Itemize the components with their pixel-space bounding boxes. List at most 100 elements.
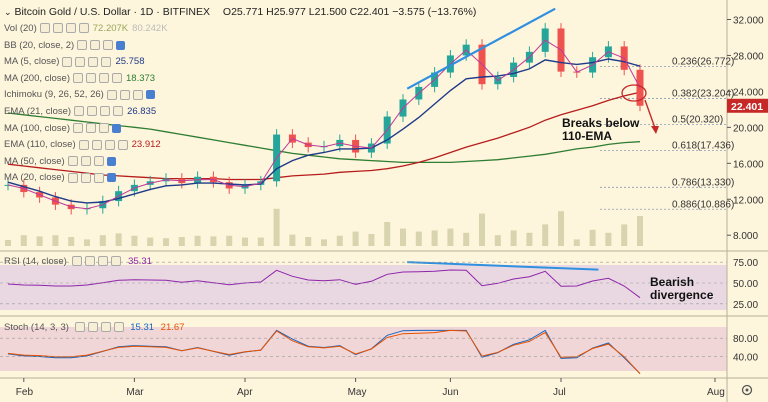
time-tick-label: Apr [237, 387, 253, 398]
indicator-visibility-icon[interactable] [67, 172, 78, 183]
rsi-pane [7, 261, 641, 299]
indicator-visibility-icon[interactable] [77, 40, 88, 51]
indicator-close-icon[interactable] [99, 73, 109, 84]
indicator-close-icon[interactable] [100, 106, 111, 117]
volume-bar [558, 211, 564, 246]
indicator-visibility-icon[interactable] [78, 139, 89, 150]
indicator-close-icon[interactable] [99, 123, 109, 134]
price-trendline[interactable] [406, 7, 556, 90]
indicator-more-icon[interactable] [116, 40, 126, 50]
settings-gear-icon[interactable] [741, 384, 753, 396]
indicator-row[interactable]: MA (50, close) [4, 156, 116, 167]
indicator-close-icon[interactable] [93, 172, 104, 183]
rsi-more-icon[interactable] [111, 256, 122, 267]
symbol-header[interactable]: ⌄ Bitcoin Gold / U.S. Dollar · 1D · BITF… [4, 6, 477, 18]
price-tick-label: 32.000 [733, 15, 764, 26]
indicator-visibility-icon[interactable] [62, 56, 73, 67]
fib-retracement[interactable]: 0.236(26.772) 0.382(23.204) 0.5(20.320) 0.6… [600, 56, 734, 210]
indicator-close-icon[interactable] [103, 40, 114, 51]
stoch-more-icon[interactable] [113, 322, 124, 333]
indicator-visibility-icon[interactable] [67, 156, 78, 167]
indicator-close-icon[interactable] [132, 89, 143, 100]
volume-bar [273, 208, 280, 246]
indicator-close-icon[interactable] [88, 56, 99, 67]
price-axis[interactable]: 32.000 28.000 24.000 20.000 16.000 12.000 8.00… [0, 15, 768, 364]
annotation-bearish-divergence: Bearish divergence [650, 275, 714, 302]
rsi-visibility-icon[interactable] [72, 256, 83, 267]
indicator-settings-icon[interactable] [80, 156, 91, 167]
indicator-row[interactable]: MA (200, close) 18.373 [4, 73, 155, 84]
indicator-more-icon[interactable] [113, 106, 124, 117]
rsi-settings-icon[interactable] [85, 256, 96, 267]
volume-bar [589, 229, 596, 246]
collapse-chevron-icon[interactable]: ⌄ [4, 7, 12, 17]
indicator-settings-icon[interactable] [75, 56, 86, 67]
volume-bar [36, 236, 43, 246]
indicator-settings-icon[interactable] [91, 139, 102, 150]
volume-bar [384, 222, 391, 246]
indicator-more-icon[interactable] [117, 139, 128, 150]
indicator-row[interactable]: BB (20, close, 2) [4, 40, 126, 51]
exchange-label: BITFINEX [162, 6, 210, 18]
indicator-more-icon[interactable] [106, 173, 116, 183]
indicator-row[interactable]: EMA (21, close) 26.835 [4, 106, 156, 117]
rsi-legend[interactable]: RSI (14, close) 35.31 [4, 256, 152, 267]
indicator-more-icon[interactable] [112, 73, 122, 84]
indicator-row[interactable]: EMA (110, close) 23.912 [4, 139, 161, 150]
indicator-visibility-icon[interactable] [106, 89, 117, 100]
volume-bar [163, 238, 169, 246]
indicator-more-icon[interactable] [112, 123, 121, 133]
stoch-k-value: 15.31 [130, 322, 155, 333]
rsi-tick-label: 75.00 [733, 258, 758, 269]
indicator-more-icon[interactable] [101, 56, 112, 67]
indicator-value-secondary: 80.242K [132, 23, 168, 34]
indicator-settings-icon[interactable] [90, 40, 101, 51]
indicator-more-icon[interactable] [145, 90, 155, 100]
rsi-close-icon[interactable] [98, 256, 109, 267]
volume-bar [431, 230, 438, 246]
indicator-visibility-icon[interactable] [73, 73, 83, 84]
indicator-visibility-icon[interactable] [74, 106, 85, 117]
indicator-row[interactable]: Ichimoku (9, 26, 52, 26) [4, 89, 155, 100]
indicator-more-icon[interactable] [106, 156, 116, 166]
stoch-settings-icon[interactable] [87, 322, 98, 333]
time-axis[interactable]: Feb Mar Apr May Jun Jul Aug [16, 378, 725, 398]
volume-bar [226, 235, 233, 246]
ema21-line [7, 58, 641, 204]
indicator-row[interactable]: Vol (20) 72.207K 80.242K [4, 23, 168, 34]
indicator-settings-icon[interactable] [80, 172, 91, 183]
rsi-label: RSI (14, close) [4, 256, 67, 267]
ma5-line-group [7, 39, 641, 210]
trendlines[interactable] [406, 7, 556, 90]
indicator-settings-icon[interactable] [86, 123, 96, 134]
rsi-divergence-trendline[interactable] [407, 261, 599, 271]
indicator-settings-icon[interactable] [86, 73, 96, 84]
stoch-legend[interactable]: Stoch (14, 3, 3) 15.31 21.67 [4, 322, 184, 333]
indicator-close-icon[interactable] [93, 156, 104, 167]
indicator-label: MA (200, close) [4, 72, 70, 84]
stoch-visibility-icon[interactable] [74, 322, 85, 333]
indicator-visibility-icon[interactable] [73, 123, 83, 134]
stoch-band [0, 327, 727, 371]
indicator-settings-icon[interactable] [119, 89, 130, 100]
volume-bar [479, 213, 485, 246]
stoch-tick-label: 80.00 [733, 334, 758, 345]
volume-bar [257, 237, 264, 246]
indicator-more-icon[interactable] [78, 23, 89, 34]
indicator-row[interactable]: MA (20, close) [4, 172, 116, 183]
ohlc-low: L21.500 [308, 6, 347, 18]
indicator-row[interactable]: MA (5, close) 25.758 [4, 56, 145, 67]
stoch-close-icon[interactable] [100, 322, 111, 333]
indicator-visibility-icon[interactable] [39, 23, 50, 34]
price-tick-label: 8.000 [733, 231, 758, 242]
indicator-row[interactable]: MA (100, close) [4, 123, 121, 134]
breakdown-arrowhead [651, 126, 659, 134]
indicator-settings-icon[interactable] [52, 23, 63, 34]
indicator-close-icon[interactable] [65, 23, 76, 34]
ema21-line-group [7, 58, 641, 204]
stoch-tick-label: 40.00 [733, 353, 758, 364]
volume-bar [52, 235, 59, 246]
indicator-close-icon[interactable] [104, 139, 115, 150]
indicator-settings-icon[interactable] [87, 106, 98, 117]
